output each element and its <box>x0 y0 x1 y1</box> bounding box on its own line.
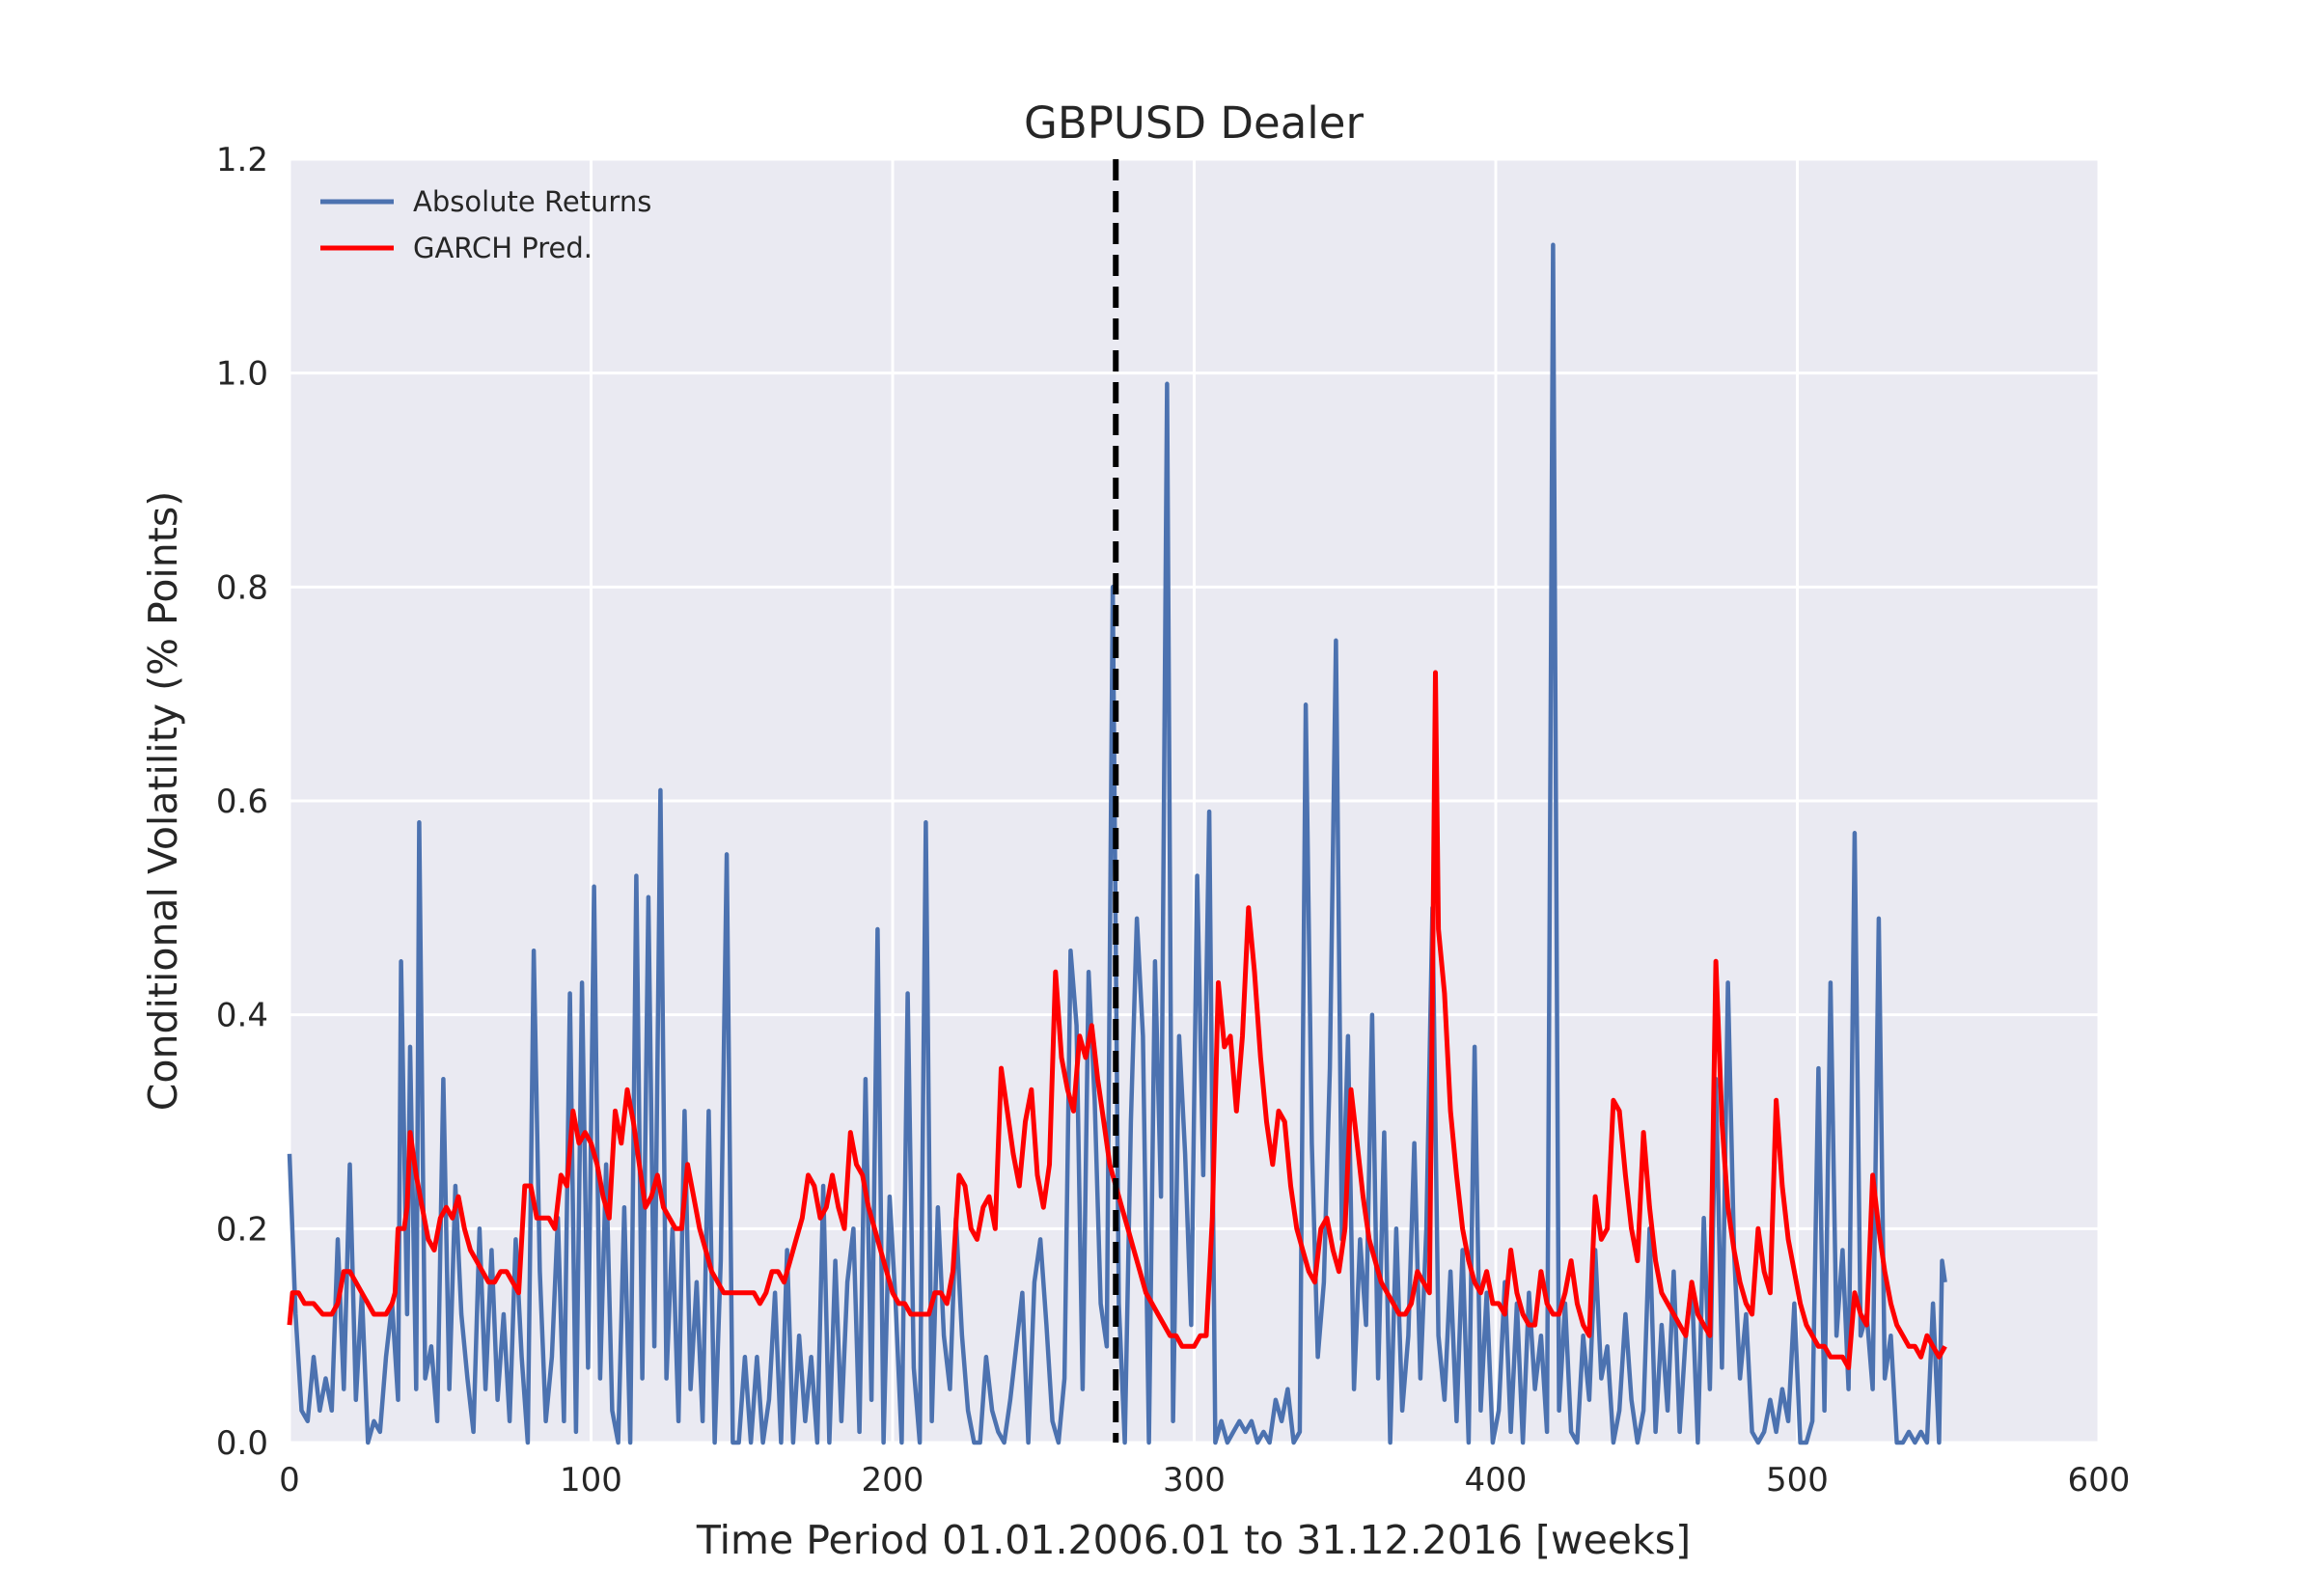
y-tick-labels: 0.0 0.2 0.4 0.6 0.8 1.0 1.2 <box>216 141 268 1463</box>
y-tick-label: 0.8 <box>216 568 268 607</box>
x-axis-label: Time Period 01.01.2006.01 to 31.12.2016 … <box>696 1517 1691 1563</box>
x-tick-label: 100 <box>560 1461 622 1500</box>
y-tick-label: 1.0 <box>216 355 268 394</box>
x-tick-label: 400 <box>1465 1461 1528 1500</box>
series-line-garch <box>287 670 1947 1370</box>
y-tick-label: 0.0 <box>216 1424 268 1463</box>
y-tick-label: 0.6 <box>216 783 268 821</box>
x-tick-labels: 0 100 200 300 400 500 600 <box>279 1461 2130 1500</box>
y-tick-label: 0.4 <box>216 997 268 1035</box>
series-line-absolute-returns <box>287 242 1947 1445</box>
x-tick-label: 600 <box>2068 1461 2131 1500</box>
legend: Absolute Returns GARCH Pred. <box>320 185 651 264</box>
y-axis-label: Conditional Volatility (% Points) <box>140 491 186 1111</box>
y-tick-label: 0.2 <box>216 1210 268 1249</box>
y-tick-label: 1.2 <box>216 141 268 179</box>
series-lines <box>287 242 1947 1445</box>
x-tick-label: 200 <box>862 1461 924 1500</box>
x-tick-label: 500 <box>1766 1461 1829 1500</box>
legend-label-absolute-returns: Absolute Returns <box>413 185 651 218</box>
x-tick-label: 0 <box>279 1461 300 1500</box>
chart-title: GBPUSD Dealer <box>1024 97 1364 149</box>
legend-label-garch: GARCH Pred. <box>413 232 593 264</box>
x-tick-label: 300 <box>1163 1461 1226 1500</box>
